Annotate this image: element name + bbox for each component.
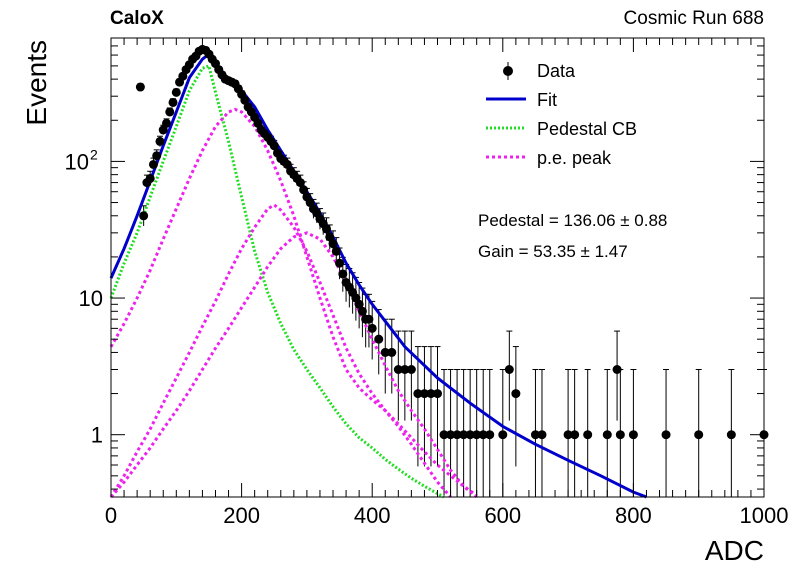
data-point (165, 107, 175, 117)
legend-data-dot (503, 66, 513, 76)
data-point (426, 389, 436, 399)
data-point (387, 347, 397, 357)
data-point (139, 211, 149, 221)
data-point (570, 430, 580, 440)
data-point (299, 185, 309, 195)
data-point (357, 306, 367, 316)
data-point (419, 389, 429, 399)
y-tick-label: 10 (65, 149, 89, 174)
gain-stat: Gain = 53.35 ± 1.47 (478, 242, 628, 261)
data-point (530, 430, 540, 440)
data-point (726, 430, 736, 440)
data-point (439, 430, 449, 440)
data-point (406, 365, 416, 375)
data-point (354, 299, 364, 309)
data-point (583, 430, 593, 440)
x-tick-label: 800 (615, 503, 652, 528)
run-label: Cosmic Run 688 (624, 8, 764, 29)
data-point (413, 389, 423, 399)
data-point (331, 246, 341, 256)
curve-pedestal-cb (109, 63, 445, 499)
curve-p-e-peak-2 (109, 203, 452, 498)
x-tick-label: 400 (354, 503, 391, 528)
legend-label-pedestal: Pedestal CB (537, 119, 637, 139)
data-point (498, 430, 508, 440)
data-point (452, 430, 462, 440)
data-point (472, 430, 482, 440)
data-point (338, 269, 348, 279)
data-point (446, 430, 456, 440)
y-tick-label-exponent: 2 (90, 146, 98, 162)
data-point (135, 82, 145, 92)
legend-label-data: Data (537, 61, 576, 81)
data-point (612, 365, 622, 375)
data-point (178, 71, 188, 81)
legend-label-pe: p.e. peak (537, 148, 612, 168)
data-point (325, 232, 335, 242)
data-point (393, 365, 403, 375)
y-tick-label: 1 (91, 423, 103, 448)
y-tick-label: 10 (79, 286, 103, 311)
data-point (321, 224, 331, 234)
data-point (694, 430, 704, 440)
data-point (155, 136, 165, 146)
curve-p-e-peak-3 (109, 231, 478, 499)
data-point (459, 430, 469, 440)
data-point (367, 323, 377, 333)
data-point (171, 87, 181, 97)
data-point (145, 173, 155, 183)
data-point (295, 178, 305, 188)
data-point (162, 118, 172, 128)
data-point (478, 430, 488, 440)
data-point (602, 430, 612, 440)
x-tick-label: 200 (223, 503, 260, 528)
data-point (615, 430, 625, 440)
data-point (168, 97, 178, 107)
data-point (465, 430, 475, 440)
x-tick-label: 600 (484, 503, 521, 528)
data-point (511, 389, 521, 399)
x-tick-label: 0 (105, 503, 117, 528)
data-point (335, 258, 345, 268)
data-point (433, 389, 442, 399)
data-point (537, 430, 547, 440)
error-bars-layer (137, 46, 767, 497)
data-point (563, 430, 573, 440)
data-point (661, 430, 671, 440)
data-point (400, 365, 410, 375)
x-tick-label: 1000 (740, 503, 789, 528)
data-point (380, 347, 390, 357)
y-axis-title: Events (21, 40, 52, 126)
curve-p-e-peak-1 (109, 107, 478, 497)
data-points-layer (135, 44, 769, 440)
data-point (485, 430, 495, 440)
legend-label-fit: Fit (537, 90, 557, 110)
data-point (628, 430, 638, 440)
data-point (269, 141, 279, 151)
legend: Data Fit Pedestal CB p.e. peak (486, 61, 637, 168)
data-point (504, 365, 514, 375)
data-point (374, 334, 384, 344)
data-point (152, 151, 162, 161)
data-point (148, 159, 158, 169)
data-point (328, 239, 338, 249)
experiment-label: CaloX (110, 8, 164, 29)
legend-data-marker (503, 62, 513, 80)
data-point (240, 95, 250, 105)
x-axis-title: ADC (705, 535, 764, 566)
pedestal-stat: Pedestal = 136.06 ± 0.88 (478, 211, 667, 230)
data-point (364, 314, 374, 324)
